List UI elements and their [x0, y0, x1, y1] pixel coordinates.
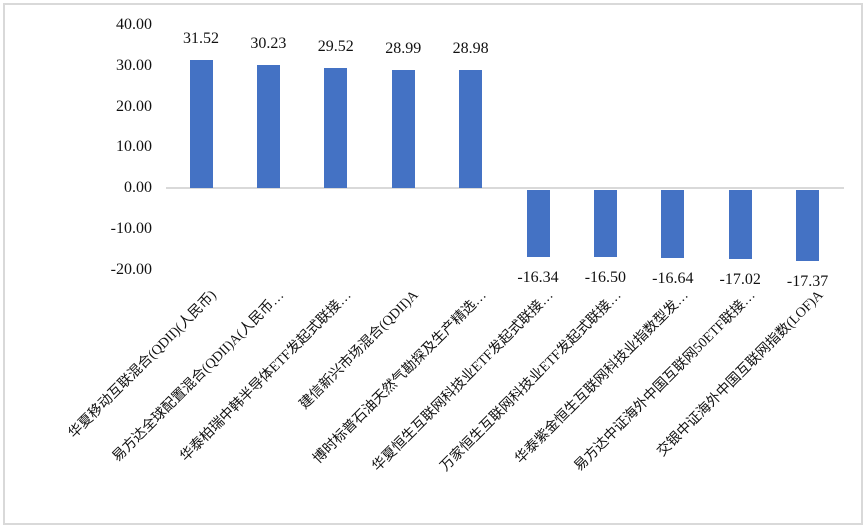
y-axis-tick-label: -10.00: [110, 219, 152, 237]
y-axis-tick-label: 30.00: [116, 56, 152, 74]
y-axis-tick-label: 10.00: [116, 138, 152, 156]
bar: [526, 190, 550, 257]
y-axis-tick-label: 20.00: [116, 97, 152, 115]
bar: [459, 69, 483, 188]
bar: [256, 64, 280, 188]
bar: [593, 190, 617, 258]
bar-value-label: -16.64: [652, 269, 694, 287]
zero-axis-line: [166, 187, 844, 189]
bar-value-label: 30.23: [250, 34, 287, 52]
bar: [189, 59, 213, 188]
y-axis-tick-label: -20.00: [110, 260, 152, 278]
bar-value-label: 28.98: [452, 39, 489, 57]
bar-value-label: 31.52: [183, 29, 219, 47]
bar: [728, 190, 752, 260]
bar-value-label: 28.99: [385, 39, 422, 57]
bar-value-label: -17.37: [786, 272, 829, 290]
bar: [661, 190, 685, 258]
bar: [391, 69, 415, 188]
category-axis-label: 建信新兴市场混合(QDII)A: [297, 288, 422, 413]
category-axis-label: 华夏移动互联混合(QDII)(人民币): [66, 288, 220, 442]
bar: [324, 67, 348, 188]
bar-value-label: -16.34: [517, 268, 559, 286]
bar-value-label: -16.50: [584, 269, 627, 287]
bar-value-label: -17.02: [719, 271, 761, 289]
bar: [796, 190, 820, 261]
y-axis-tick-label: 40.00: [116, 16, 152, 33]
y-axis-tick-label: 0.00: [124, 179, 152, 196]
bar-value-label: 29.52: [317, 37, 354, 55]
